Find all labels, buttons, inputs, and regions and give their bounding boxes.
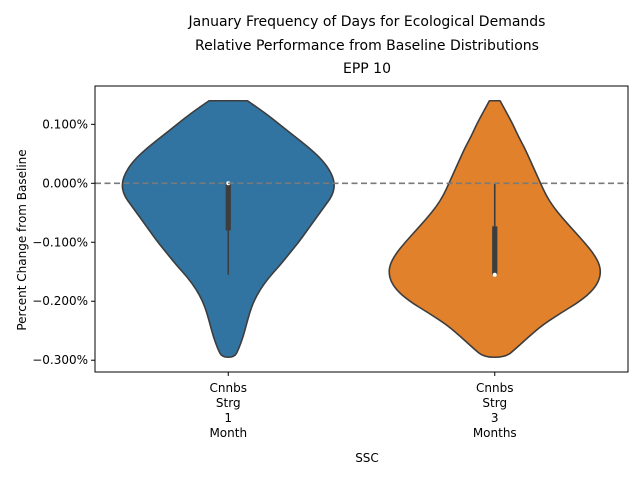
title-line-2: Relative Performance from Baseline Distr…: [195, 38, 539, 54]
x-axis-label: SSC: [355, 451, 379, 465]
violins-layer: [121, 99, 602, 359]
violin-iqr-box-1: [225, 183, 231, 231]
y-ticks: 0.100% 0.000% −0.100% −0.200% −0.300%: [32, 117, 95, 367]
chart-title: January Frequency of Days for Ecological…: [188, 14, 546, 77]
violin-median-2: [492, 272, 497, 277]
y-axis-label: Percent Change from Baseline: [15, 149, 29, 330]
title-line-1: January Frequency of Days for Ecological…: [188, 14, 546, 30]
x-ticks: Cnnbs Strg 1 Month Cnnbs Strg 3 Months: [209, 372, 517, 440]
y-tick-label: 0.000%: [42, 176, 88, 190]
title-line-3: EPP 10: [343, 61, 391, 77]
axes: [94, 85, 629, 373]
x-tick-label-2: Cnnbs Strg 3 Months: [473, 381, 517, 440]
y-tick-label: 0.100%: [42, 117, 88, 131]
y-tick-label: −0.100%: [32, 235, 88, 249]
x-tick-label-1: Cnnbs Strg 1 Month: [209, 381, 247, 440]
plot-frame: [94, 85, 629, 373]
violin-iqr-box-2: [492, 226, 498, 275]
y-tick-label: −0.300%: [32, 353, 88, 367]
y-tick-label: −0.200%: [32, 294, 88, 308]
